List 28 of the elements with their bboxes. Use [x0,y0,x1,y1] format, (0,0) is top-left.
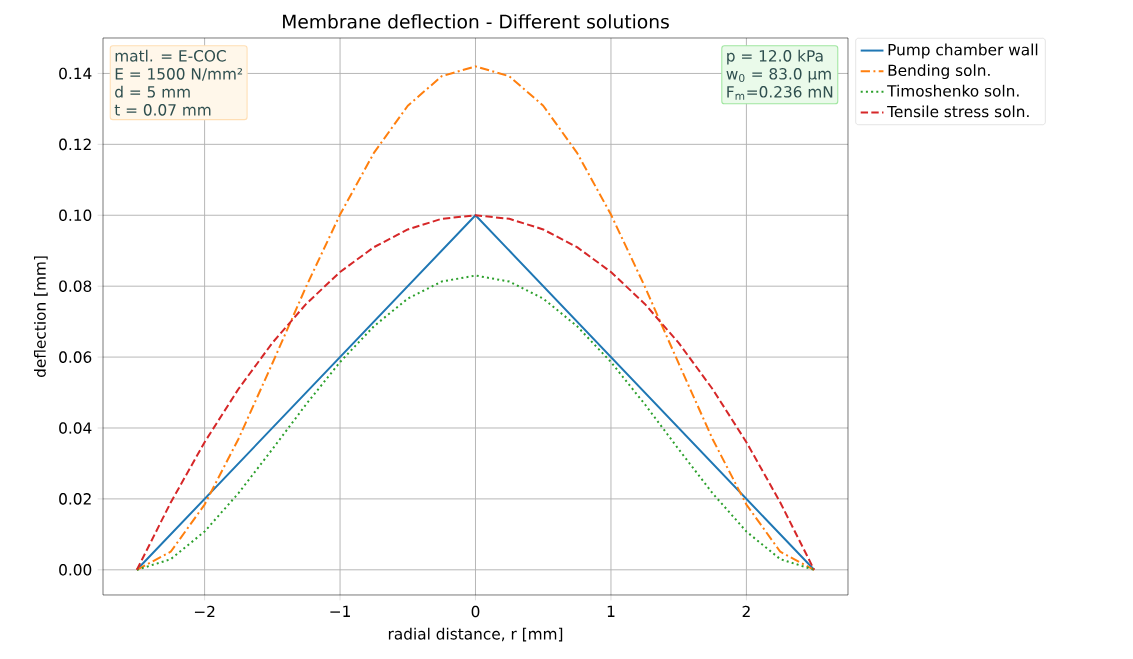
x-tick-label: 2 [742,605,750,618]
annotation: matl. = E-COC [115,49,226,62]
y-axis-title: deflection [mm] [34,256,48,378]
annotation: E = 1500 N/mm² [115,68,243,81]
chart-title: Membrane deflection - Different solutions [283,14,669,29]
y-tick-label: 0.12 [59,138,91,151]
annotation: w$_{0}$ = 83.0 µm [726,68,831,83]
y-tick-label: 0.00 [59,564,92,576]
legend-label: Bending soln. [888,64,990,80]
annotation: p = 12.0 kPa [727,49,823,65]
x-axis-title: radial distance, r [mm] [388,627,563,642]
y-tick-label: 0.08 [59,280,92,292]
y-tick-label: 0.06 [59,351,92,363]
line-series [135,274,816,571]
x-tick-label: 0 [471,605,480,618]
y-tick-label: 0.02 [59,493,91,505]
legend-label: Tensile stress soln. [887,105,1029,118]
y-tick-label: 0.14 [59,67,92,80]
legend-label: Pump chamber wall [888,43,1038,59]
legend-label: Timoshenko soln. [887,84,1019,97]
annotation: t = 0.07 mm [114,104,211,116]
y-tick-label: 0.04 [59,422,92,434]
x-tick-label: 1 [607,605,615,617]
x-tick-label: −1 [330,605,350,617]
annotation: d = 5 mm [115,85,190,98]
x-tick-label: −2 [194,605,215,618]
y-tick-label: 0.10 [59,209,92,222]
annotation: F$_{m}$=0.236 mN [727,86,833,100]
